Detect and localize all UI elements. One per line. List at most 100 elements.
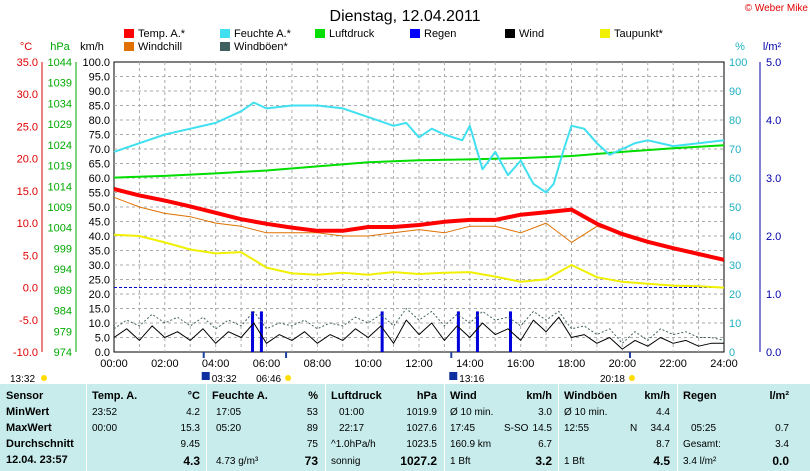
wind-axis-unit: km/h	[80, 41, 104, 53]
hum-tick: 0	[729, 347, 735, 359]
legend-label: Luftdruck	[329, 28, 375, 40]
sunrise-time: 06:46	[256, 374, 281, 384]
temp-header: Temp. A.	[92, 390, 138, 402]
hum-max: 89	[306, 423, 318, 434]
press-trend: ^1.0hPa/h	[331, 439, 376, 450]
x-tick: 20:00	[609, 358, 637, 370]
rain-current: 0.0	[772, 454, 789, 468]
moonset-time: 13:16	[459, 374, 484, 384]
hum-tick: 20	[729, 289, 741, 301]
wind-tick: 75.0	[89, 130, 110, 142]
press-min-time: 01:00	[339, 407, 365, 418]
rain-tick: 2.0	[766, 231, 781, 243]
legend-swatch	[124, 29, 134, 38]
x-tick: 06:00	[253, 358, 281, 370]
wind-distance: 160.9 km	[450, 439, 492, 450]
rain-axis-unit: l/m²	[763, 41, 782, 53]
legend-label: Taupunkt*	[614, 28, 664, 40]
x-tick: 00:00	[100, 358, 128, 370]
rain-total: 3.4	[775, 439, 789, 450]
press-unit: hPa	[416, 390, 437, 402]
legend-swatch	[505, 29, 515, 38]
press-min: 1019.9	[406, 407, 437, 418]
press-forecast: sonnig	[331, 456, 361, 467]
col-pressure: Luftdruck hPa 01:00 1019.9 22:17 1027.6 …	[331, 384, 439, 471]
hum-tick: 80	[729, 115, 741, 127]
sun-icon	[41, 375, 47, 381]
rain-tick: 0.0	[766, 347, 781, 359]
wind-tick: 60.0	[89, 173, 110, 185]
wind-tick: 90.0	[89, 86, 110, 98]
hum-max-time: 05:20	[216, 423, 242, 434]
wind-tick: 65.0	[89, 159, 110, 171]
wind-tick: 55.0	[89, 188, 110, 200]
rain-bar	[251, 311, 255, 352]
series-line	[113, 233, 725, 289]
temp-tick: 15.0	[17, 186, 38, 198]
temp-current: 4.3	[183, 454, 200, 468]
wind-max: 14.5	[532, 423, 552, 434]
sunset-icon	[628, 375, 635, 381]
legend-swatch	[124, 42, 134, 51]
rain-bar	[259, 311, 263, 352]
rain-total-label: Gesamt:	[683, 439, 721, 450]
legend-label: Windböen*	[234, 41, 289, 53]
series-line	[113, 101, 725, 194]
x-tick: 22:00	[659, 358, 687, 370]
row-label-min: MinWert	[6, 406, 50, 418]
hum-current: 73	[304, 454, 318, 468]
gust-beaufort: 1 Bft	[564, 456, 585, 467]
wind-tick: 25.0	[89, 275, 110, 287]
legend-swatch	[600, 29, 610, 38]
wind-tick: 10.0	[89, 318, 110, 330]
hum-min: 53	[306, 407, 318, 418]
wind-tick: 80.0	[89, 115, 110, 127]
rain-bar	[380, 311, 384, 352]
gust-max-time: 12:55	[564, 423, 590, 434]
press-tick: 1029	[48, 119, 72, 131]
rain-tick: 1.0	[766, 289, 781, 301]
left-time: 13:32	[10, 374, 35, 384]
hum-tick: 40	[729, 231, 741, 243]
copyright: © Weber Mike	[745, 3, 809, 14]
temp-tick: -5.0	[19, 315, 38, 327]
hum-unit: %	[308, 390, 318, 402]
wind-tick: 100.0	[82, 57, 110, 69]
temp-tick: 5.0	[23, 250, 38, 262]
wind-tick: 85.0	[89, 101, 110, 113]
hum-abs: 4.73 g/m³	[216, 456, 259, 467]
press-tick: 1014	[48, 181, 72, 193]
press-tick: 1039	[48, 78, 72, 90]
rain-bar	[456, 311, 460, 352]
x-tick: 14:00	[456, 358, 484, 370]
hum-axis-unit: %	[735, 41, 745, 53]
col-rain: Regen l/m² 05:25 0.7 Gesamt: 3.4 3.4 l/m…	[683, 384, 791, 471]
col-wind: Wind km/h Ø 10 min. 3.0 17:45 S-SO 14.5 …	[450, 384, 554, 471]
legend-swatch	[220, 42, 230, 51]
wind-header: Wind	[450, 390, 477, 402]
wind-tick: 50.0	[89, 202, 110, 214]
press-tick: 994	[54, 264, 72, 276]
temp-tick: 20.0	[17, 154, 38, 166]
gust-current: 4.5	[653, 454, 670, 468]
temp-unit: °C	[187, 390, 200, 402]
temp-tick: 25.0	[17, 121, 38, 133]
x-tick: 16:00	[507, 358, 535, 370]
temp-max: 15.3	[180, 423, 200, 434]
wind-tick: 35.0	[89, 246, 110, 258]
weather-chart: Dienstag, 12.04.2011 © Weber Mike Temp. A.…	[10, 3, 809, 384]
temp-axis-unit: °C	[20, 41, 32, 53]
moonrise-time: 03:32	[212, 374, 237, 384]
series-line	[113, 144, 725, 179]
press-tick: 1004	[48, 223, 72, 235]
gust-unit: km/h	[644, 390, 670, 402]
chart-title: Dienstag, 12.04.2011	[330, 8, 481, 25]
wind-beaufort: 1 Bft	[450, 456, 471, 467]
wind-min: 3.0	[538, 407, 552, 418]
hum-tick: 70	[729, 144, 741, 156]
rain-tick: 5.0	[766, 57, 781, 69]
temp-tick: 0.0	[23, 283, 38, 295]
gust-min-label: Ø 10 min.	[564, 407, 608, 418]
moonrise-icon	[201, 372, 210, 380]
temp-tick: 30.0	[17, 89, 38, 101]
